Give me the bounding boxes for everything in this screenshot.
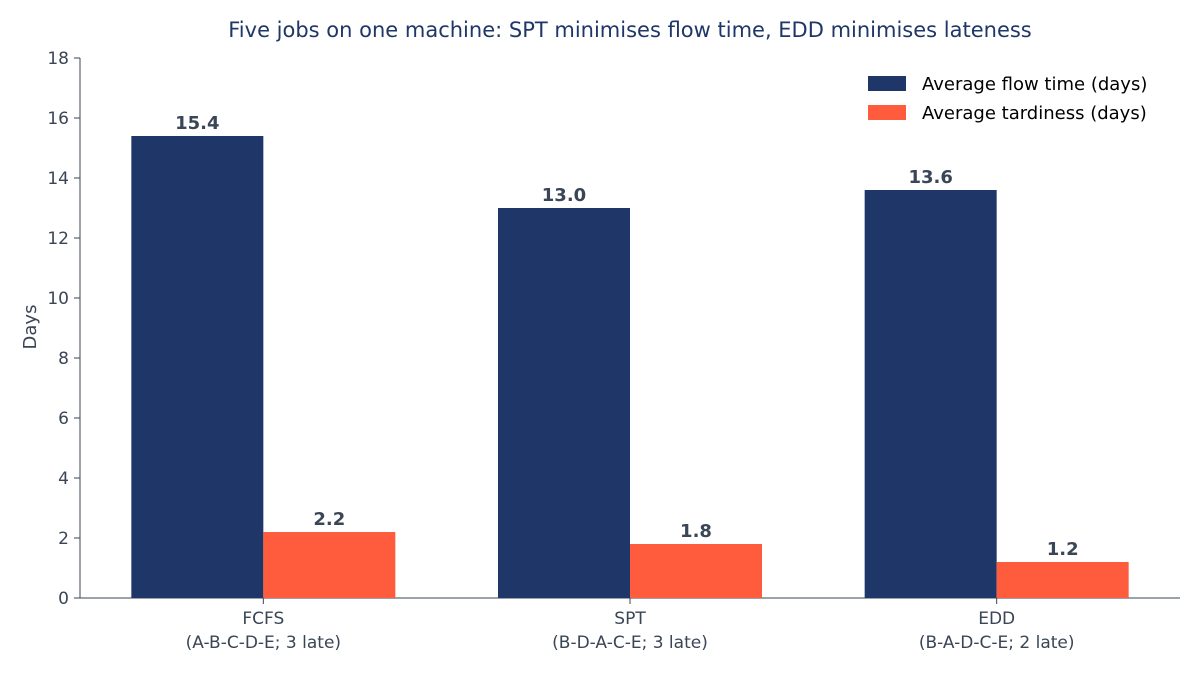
y-tick-label: 2 [58, 529, 69, 549]
chart-title: Five jobs on one machine: SPT minimises … [228, 18, 1032, 42]
legend-swatch [868, 105, 906, 120]
bar-value-label: 2.2 [313, 509, 345, 530]
x-tick-sublabel: (B-D-A-C-E; 3 late) [552, 633, 708, 653]
legend: Average flow time (days) Average tardines… [868, 74, 1147, 124]
x-tick-sublabel: (A-B-C-D-E; 3 late) [186, 633, 341, 653]
legend-label: Average flow time (days) [922, 74, 1147, 95]
y-tick-label: 8 [58, 349, 69, 369]
y-axis-label: Days [20, 305, 41, 350]
y-tick-label: 0 [58, 589, 69, 609]
bar-value-label: 1.8 [680, 521, 712, 542]
x-tick-label: EDD [978, 609, 1015, 629]
bar-edd-series-0 [864, 190, 997, 598]
y-tick-label: 18 [47, 49, 69, 69]
bar-value-label: 15.4 [175, 113, 219, 134]
bar-value-label: 13.6 [908, 167, 952, 188]
bar-spt-series-1 [630, 544, 762, 598]
x-tick-label: FCFS [242, 609, 284, 629]
bar-spt-series-0 [498, 208, 630, 598]
bar-fcfs-series-1 [263, 532, 396, 598]
bar-edd-series-1 [996, 562, 1129, 598]
y-tick-label: 16 [47, 109, 69, 129]
y-tick-label: 10 [47, 289, 69, 309]
y-tick-label: 6 [58, 409, 69, 429]
bar-value-label: 1.2 [1047, 539, 1079, 560]
y-tick-label: 14 [47, 169, 69, 189]
x-tick-sublabel: (B-A-D-C-E; 2 late) [919, 633, 1075, 653]
bar-value-label: 13.0 [542, 185, 586, 206]
bar-fcfs-series-0 [131, 136, 264, 598]
plot-area: 0 2 4 6 8 10 12 14 16 18 15.4 2.2 FCFS (A-B-C-D-E; 3 … [47, 49, 1180, 653]
x-tick-label: SPT [614, 609, 646, 629]
y-tick-label: 12 [47, 229, 69, 249]
legend-swatch [868, 76, 906, 91]
legend-label: Average tardiness (days) [922, 103, 1147, 124]
y-tick-label: 4 [58, 469, 69, 489]
